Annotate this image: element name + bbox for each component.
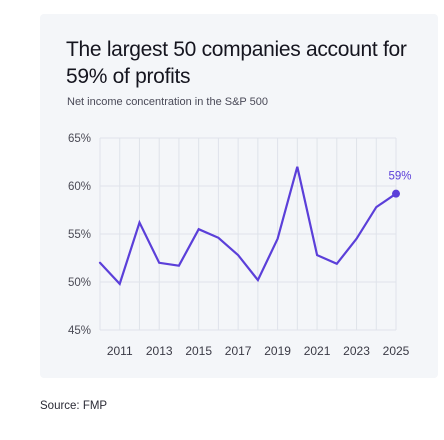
y-tick-label: 55%	[68, 229, 91, 241]
x-tick-label: 2011	[107, 344, 133, 358]
x-tick-label: 2019	[264, 344, 291, 358]
y-tick-label: 45%	[68, 325, 91, 337]
chart-subtitle: Net income concentration in the S&P 500	[67, 96, 268, 108]
chart-title: The largest 50 companies account for 59%…	[66, 38, 407, 88]
series-line	[98, 166, 398, 287]
y-tick-label: 50%	[68, 277, 91, 289]
x-tick-label: 2023	[343, 344, 370, 358]
x-tick-label: 2015	[185, 344, 212, 358]
x-tick-label: 2025	[383, 344, 410, 358]
x-tick-label: 2021	[304, 344, 331, 358]
y-tick-label: 60%	[68, 181, 91, 193]
x-tick-label: 2013	[146, 344, 173, 358]
source-note: Source: FMP	[40, 400, 108, 412]
line-chart: 45% 50% 55% 60% 65% 2011 2013 2015 2017 2019 2021 2…	[68, 133, 412, 358]
x-tick-label: 2017	[225, 344, 252, 358]
y-tick-label: 65%	[68, 133, 91, 145]
end-point-label: 59%	[388, 171, 411, 183]
end-point-marker	[392, 189, 400, 198]
chart-card: The largest 50 companies account for 59%…	[40, 14, 438, 378]
